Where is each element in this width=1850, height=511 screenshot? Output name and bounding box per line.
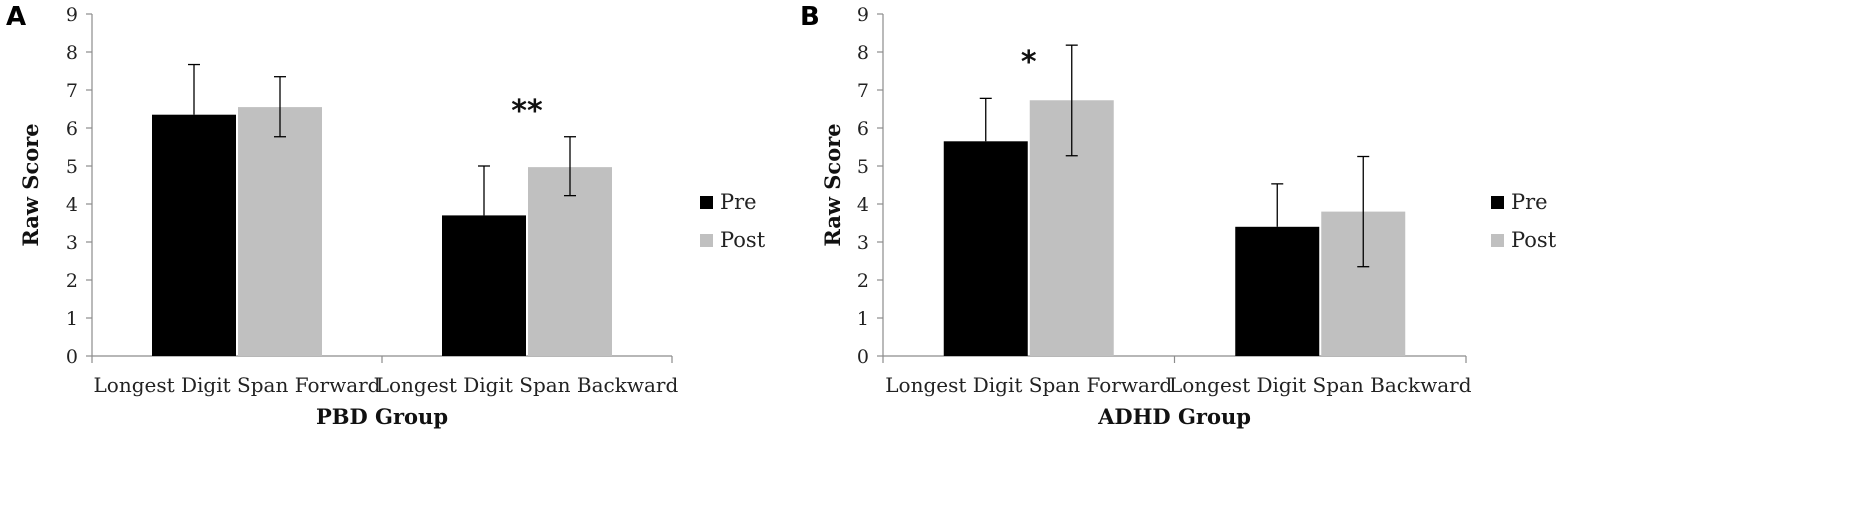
y-tick-label: 0 bbox=[66, 346, 78, 368]
x-tick-label: Longest Digit Span Forward bbox=[94, 373, 381, 397]
bar-pre bbox=[943, 141, 1028, 356]
y-axis-title: Raw Score bbox=[18, 123, 43, 246]
y-tick-label: 6 bbox=[66, 118, 78, 140]
y-tick-label: 2 bbox=[857, 270, 869, 292]
legend-label-pre: Pre bbox=[1511, 190, 1548, 214]
panel-b: B 0 1 2 3 4 5 6 7 8 9 Raw Score Longest Digit Span F… bbox=[800, 2, 1557, 429]
panel-a: A 0 1 2 3 4 5 6 7 8 9 Raw Score Longest Digit Span F… bbox=[6, 2, 766, 429]
panel-label: A bbox=[6, 2, 26, 32]
x-axis-title: PBD Group bbox=[316, 404, 448, 429]
bar-post bbox=[238, 107, 322, 356]
legend-swatch-post bbox=[1491, 234, 1504, 247]
legend-label-pre: Pre bbox=[720, 190, 757, 214]
significance-marker: ** bbox=[511, 94, 543, 129]
legend-swatch-pre bbox=[700, 196, 713, 209]
y-tick-label: 9 bbox=[857, 4, 869, 26]
legend-label-post: Post bbox=[1511, 228, 1557, 252]
bar-pre bbox=[152, 114, 236, 356]
y-tick-label: 0 bbox=[857, 346, 869, 368]
y-tick-label: 1 bbox=[857, 308, 869, 330]
y-tick-label: 6 bbox=[857, 118, 869, 140]
y-tick-label: 7 bbox=[857, 80, 869, 102]
legend-swatch-pre bbox=[1491, 196, 1504, 209]
y-tick-label: 3 bbox=[857, 232, 869, 254]
panel-label: B bbox=[800, 2, 820, 32]
y-tick-label: 8 bbox=[66, 42, 78, 64]
x-tick-label: Longest Digit Span Forward bbox=[885, 373, 1172, 397]
bar-post bbox=[528, 167, 612, 356]
y-tick-label: 8 bbox=[857, 42, 869, 64]
y-axis-title: Raw Score bbox=[820, 123, 845, 246]
y-tick-label: 2 bbox=[66, 270, 78, 292]
y-tick-label: 3 bbox=[66, 232, 78, 254]
significance-marker: * bbox=[1021, 45, 1037, 80]
legend-swatch-post bbox=[700, 234, 713, 247]
x-tick-label: Longest Digit Span Backward bbox=[1169, 373, 1472, 397]
y-tick-label: 4 bbox=[857, 194, 869, 216]
x-tick-label: Longest Digit Span Backward bbox=[376, 373, 679, 397]
y-tick-label: 9 bbox=[66, 4, 78, 26]
y-tick-label: 5 bbox=[66, 156, 78, 178]
y-tick-label: 1 bbox=[66, 308, 78, 330]
y-tick-label: 5 bbox=[857, 156, 869, 178]
bar-pre bbox=[1235, 226, 1320, 356]
legend-label-post: Post bbox=[720, 228, 766, 252]
y-tick-label: 7 bbox=[66, 80, 78, 102]
x-axis-title: ADHD Group bbox=[1097, 404, 1251, 429]
bar-pre bbox=[442, 215, 526, 356]
y-tick-label: 4 bbox=[66, 194, 78, 216]
